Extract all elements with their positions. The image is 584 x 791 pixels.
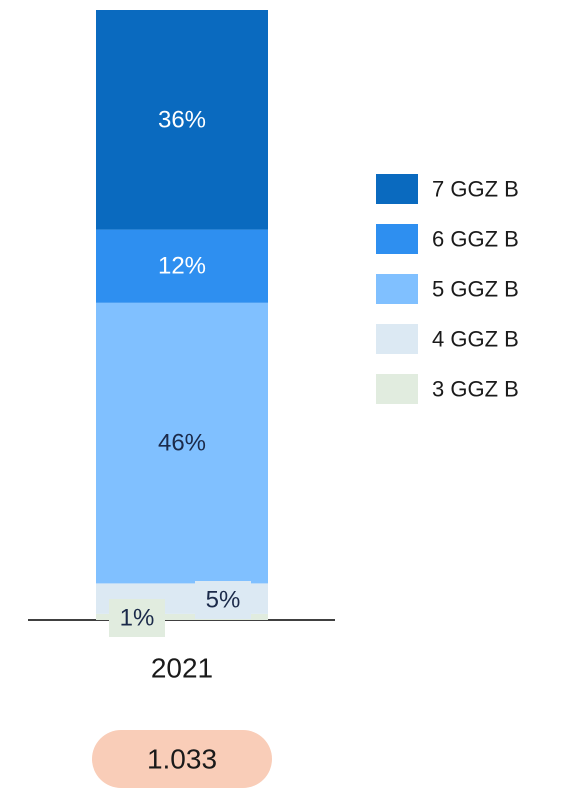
legend-swatch	[376, 374, 418, 404]
x-tick-label: 2021	[151, 653, 213, 684]
data-label: 12%	[158, 253, 206, 280]
legend-swatch	[376, 174, 418, 204]
legend-swatch	[376, 274, 418, 304]
legend-label: 3 GGZ B	[432, 377, 519, 402]
bar-segment	[96, 10, 268, 230]
total-pill	[92, 730, 272, 788]
legend-swatch	[376, 324, 418, 354]
total-label: 1.033	[147, 744, 217, 775]
bar-segment	[96, 613, 268, 620]
legend-label: 6 GGZ B	[432, 227, 519, 252]
data-label: 5%	[206, 587, 241, 614]
label-box	[195, 581, 251, 619]
bar-segment	[96, 302, 268, 584]
legend-label: 5 GGZ B	[432, 277, 519, 302]
data-label: 1%	[120, 605, 155, 632]
data-label: 46%	[158, 430, 206, 457]
bar-segment	[96, 229, 268, 303]
legend-swatch	[376, 224, 418, 254]
legend-label: 7 GGZ B	[432, 177, 519, 202]
data-label: 36%	[158, 106, 206, 133]
legend-label: 4 GGZ B	[432, 327, 519, 352]
label-box	[109, 599, 165, 637]
